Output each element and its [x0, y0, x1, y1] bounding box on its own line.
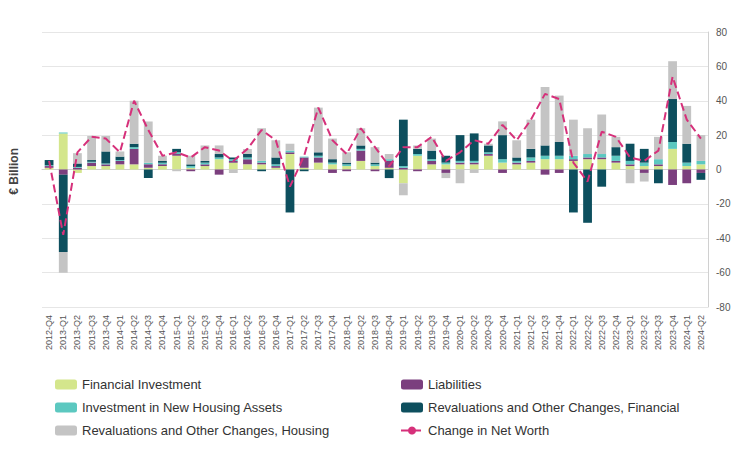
svg-text:2018-Q1: 2018-Q1	[342, 315, 352, 350]
svg-text:2017-Q2: 2017-Q2	[299, 315, 309, 350]
svg-text:2021-Q1: 2021-Q1	[512, 315, 522, 350]
svg-text:2018-Q4: 2018-Q4	[384, 315, 394, 350]
svg-text:2013-Q4: 2013-Q4	[101, 315, 111, 350]
svg-text:2012-Q4: 2012-Q4	[44, 315, 54, 350]
svg-text:Revaluations and Other Changes: Revaluations and Other Changes, Housing	[82, 423, 329, 438]
svg-text:2014-Q3: 2014-Q3	[143, 315, 153, 350]
svg-text:80: 80	[716, 27, 728, 38]
svg-text:2013-Q1: 2013-Q1	[58, 315, 68, 350]
svg-text:2017-Q3: 2017-Q3	[313, 315, 323, 350]
svg-text:-20: -20	[716, 198, 731, 209]
svg-text:2021-Q3: 2021-Q3	[540, 315, 550, 350]
svg-text:2018-Q2: 2018-Q2	[356, 315, 366, 350]
svg-text:Financial Investment: Financial Investment	[82, 377, 202, 392]
svg-text:2016-Q1: 2016-Q1	[228, 315, 238, 350]
svg-text:2019-Q4: 2019-Q4	[441, 315, 451, 350]
svg-text:2023-Q2: 2023-Q2	[639, 315, 649, 350]
svg-text:2015-Q2: 2015-Q2	[186, 315, 196, 350]
svg-text:2022-Q3: 2022-Q3	[597, 315, 607, 350]
svg-text:2014-Q2: 2014-Q2	[129, 315, 139, 350]
svg-text:0: 0	[716, 164, 722, 175]
svg-text:-60: -60	[716, 267, 731, 278]
svg-text:2020-Q1: 2020-Q1	[455, 315, 465, 350]
svg-text:2021-Q2: 2021-Q2	[526, 315, 536, 350]
svg-text:2016-Q4: 2016-Q4	[271, 315, 281, 350]
svg-text:2023-Q4: 2023-Q4	[668, 315, 678, 350]
svg-text:2017-Q1: 2017-Q1	[285, 315, 295, 350]
svg-text:2023-Q3: 2023-Q3	[653, 315, 663, 350]
svg-text:2015-Q1: 2015-Q1	[172, 315, 182, 350]
svg-text:20: 20	[716, 130, 728, 141]
svg-text:Investment in New Housing Asse: Investment in New Housing Assets	[82, 400, 283, 415]
svg-text:2022-Q1: 2022-Q1	[568, 315, 578, 350]
svg-text:60: 60	[716, 61, 728, 72]
svg-text:2024-Q1: 2024-Q1	[682, 315, 692, 350]
svg-text:2013-Q2: 2013-Q2	[72, 315, 82, 350]
svg-text:2020-Q3: 2020-Q3	[483, 315, 493, 350]
svg-text:2019-Q2: 2019-Q2	[413, 315, 423, 350]
svg-text:Revaluations and Other Changes: Revaluations and Other Changes, Financia…	[428, 400, 680, 415]
svg-text:2024-Q2: 2024-Q2	[696, 315, 706, 350]
svg-text:-80: -80	[716, 302, 731, 313]
svg-text:2016-Q2: 2016-Q2	[242, 315, 252, 350]
svg-text:2013-Q3: 2013-Q3	[87, 315, 97, 350]
svg-text:2017-Q4: 2017-Q4	[327, 315, 337, 350]
svg-text:Change in Net Worth: Change in Net Worth	[428, 423, 549, 438]
svg-text:2020-Q2: 2020-Q2	[469, 315, 479, 350]
svg-text:2022-Q2: 2022-Q2	[583, 315, 593, 350]
svg-text:2018-Q3: 2018-Q3	[370, 315, 380, 350]
svg-text:2016-Q3: 2016-Q3	[257, 315, 267, 350]
svg-text:2014-Q4: 2014-Q4	[157, 315, 167, 350]
svg-text:2019-Q3: 2019-Q3	[427, 315, 437, 350]
svg-text:2019-Q1: 2019-Q1	[398, 315, 408, 350]
svg-text:2022-Q4: 2022-Q4	[611, 315, 621, 350]
svg-text:€ Billion: € Billion	[7, 148, 21, 195]
svg-text:2014-Q1: 2014-Q1	[115, 315, 125, 350]
svg-text:Liabilities: Liabilities	[428, 377, 482, 392]
svg-text:2023-Q1: 2023-Q1	[625, 315, 635, 350]
svg-text:2015-Q4: 2015-Q4	[214, 315, 224, 350]
svg-text:2015-Q3: 2015-Q3	[200, 315, 210, 350]
svg-text:2021-Q4: 2021-Q4	[554, 315, 564, 350]
svg-text:40: 40	[716, 95, 728, 106]
svg-text:-40: -40	[716, 233, 731, 244]
svg-text:2020-Q4: 2020-Q4	[498, 315, 508, 350]
